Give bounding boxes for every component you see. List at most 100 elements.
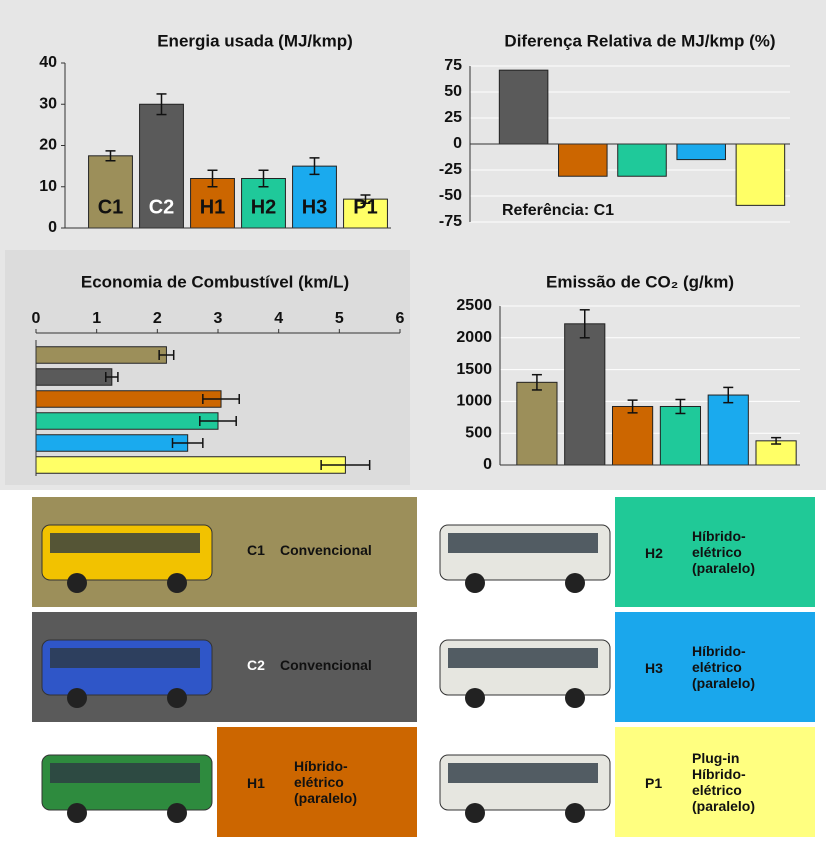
description-line: Híbrido- xyxy=(692,643,746,659)
tile-code: P1 xyxy=(645,775,663,791)
error-bar xyxy=(309,157,320,176)
bar xyxy=(35,390,222,408)
bar xyxy=(498,69,549,145)
description-line: Híbrido- xyxy=(692,528,746,544)
bus-image xyxy=(430,612,615,722)
chart-title: Emissão de CO₂ (g/km) xyxy=(546,272,734,291)
y-tick-label: 40 xyxy=(39,54,57,71)
y-tick-label: 0 xyxy=(48,219,57,236)
bar xyxy=(676,143,726,161)
description-line: (paralelo) xyxy=(692,675,756,691)
bar xyxy=(88,155,133,229)
tile-code: C2 xyxy=(247,657,265,673)
error-bar xyxy=(202,394,240,404)
y-tick-label: 0 xyxy=(483,456,492,473)
error-bar xyxy=(171,438,204,448)
error-bar xyxy=(320,460,371,470)
error-bar xyxy=(531,373,542,391)
bar xyxy=(35,456,346,474)
legend-tile: H3 Híbrido-elétrico (paralelo) xyxy=(430,612,815,722)
category-label: C1 xyxy=(98,196,124,218)
chart-title: Diferença Relativa de MJ/kmp (%) xyxy=(504,31,775,50)
y-tick-label: 1000 xyxy=(456,393,492,410)
legend-tile: H2 Híbrido-elétrico (paralelo) xyxy=(430,497,815,607)
annotation: Referência: C1 xyxy=(502,202,614,219)
error-bar xyxy=(158,350,175,360)
y-tick-label: 75 xyxy=(444,57,462,74)
legend-tile: P1 Plug-in Híbrido-elétrico (paralelo) xyxy=(430,727,815,837)
description-line: (paralelo) xyxy=(692,560,756,576)
y-tick-label: -25 xyxy=(439,161,462,178)
description-line: elétrico xyxy=(294,774,344,790)
bar xyxy=(611,405,654,466)
bar xyxy=(516,381,558,466)
error-bar xyxy=(579,309,590,339)
bar xyxy=(564,323,606,466)
x-tick-label: 5 xyxy=(335,310,344,327)
description-line: Plug-in xyxy=(692,750,740,766)
description-line: Convencional xyxy=(280,542,372,558)
y-tick-label: 2000 xyxy=(456,329,492,346)
y-tick-label: 2500 xyxy=(456,297,492,314)
tile-description: Convencional xyxy=(280,542,372,558)
tile-description: Híbrido-elétrico (paralelo) xyxy=(692,643,755,691)
tile-code: H2 xyxy=(645,545,663,561)
x-tick-label: 0 xyxy=(32,310,41,327)
tile-description: Plug-in Híbrido-elétrico (paralelo) xyxy=(692,750,755,814)
tile-code: C1 xyxy=(247,542,265,558)
bar xyxy=(659,405,702,466)
category-label: H3 xyxy=(302,196,328,218)
y-tick-label: 10 xyxy=(39,178,57,195)
y-tick-label: 500 xyxy=(465,424,492,441)
bus-image xyxy=(430,497,615,607)
category-label: P1 xyxy=(353,196,377,218)
description-line: Convencional xyxy=(280,657,372,673)
bar xyxy=(558,143,608,177)
legend-tile: C1 Convencional xyxy=(32,497,417,607)
tile-code: H1 xyxy=(247,775,265,791)
y-tick-label: 20 xyxy=(39,137,57,154)
bar xyxy=(707,394,749,466)
tile-description: Híbrido-elétrico (paralelo) xyxy=(692,528,755,576)
bar xyxy=(735,143,786,206)
y-tick-label: -50 xyxy=(439,187,462,204)
error-bar xyxy=(207,169,218,188)
bar xyxy=(35,434,189,452)
description-line: elétrico xyxy=(692,544,742,560)
bar xyxy=(617,143,667,177)
legend-tile: H1 Híbrido-elétrico (paralelo) xyxy=(32,727,417,837)
description-line: Híbrido- xyxy=(294,758,348,774)
x-tick-label: 4 xyxy=(274,310,283,327)
bar xyxy=(35,412,219,430)
error-bar xyxy=(675,398,686,415)
legend-tile: C2 Convencional xyxy=(32,612,417,722)
bar xyxy=(35,368,113,386)
y-tick-label: -75 xyxy=(439,213,462,230)
x-tick-label: 2 xyxy=(153,310,162,327)
chart-title: Energia usada (MJ/kmp) xyxy=(157,31,353,50)
tile-description: Híbrido-elétrico (paralelo) xyxy=(294,758,357,806)
bar xyxy=(35,346,167,364)
bus-image xyxy=(32,727,217,837)
bus-image xyxy=(41,639,213,708)
error-bar xyxy=(105,150,116,162)
chart-title: Economia de Combustível (km/L) xyxy=(81,272,349,291)
y-tick-label: 30 xyxy=(39,95,57,112)
error-bar xyxy=(627,399,638,414)
y-tick-label: 50 xyxy=(444,83,462,100)
description-line: (paralelo) xyxy=(692,798,756,814)
category-label: C2 xyxy=(149,196,175,218)
description-line: elétrico xyxy=(692,782,742,798)
category-label: H1 xyxy=(200,196,226,218)
error-bar xyxy=(723,386,734,404)
category-label: H2 xyxy=(251,196,277,218)
error-bar xyxy=(199,416,237,426)
error-bar xyxy=(156,93,167,116)
tile-description: Convencional xyxy=(280,657,372,673)
error-bar xyxy=(771,436,782,445)
y-tick-label: 0 xyxy=(453,135,462,152)
tile-code: H3 xyxy=(645,660,663,676)
description-line: elétrico xyxy=(692,659,742,675)
